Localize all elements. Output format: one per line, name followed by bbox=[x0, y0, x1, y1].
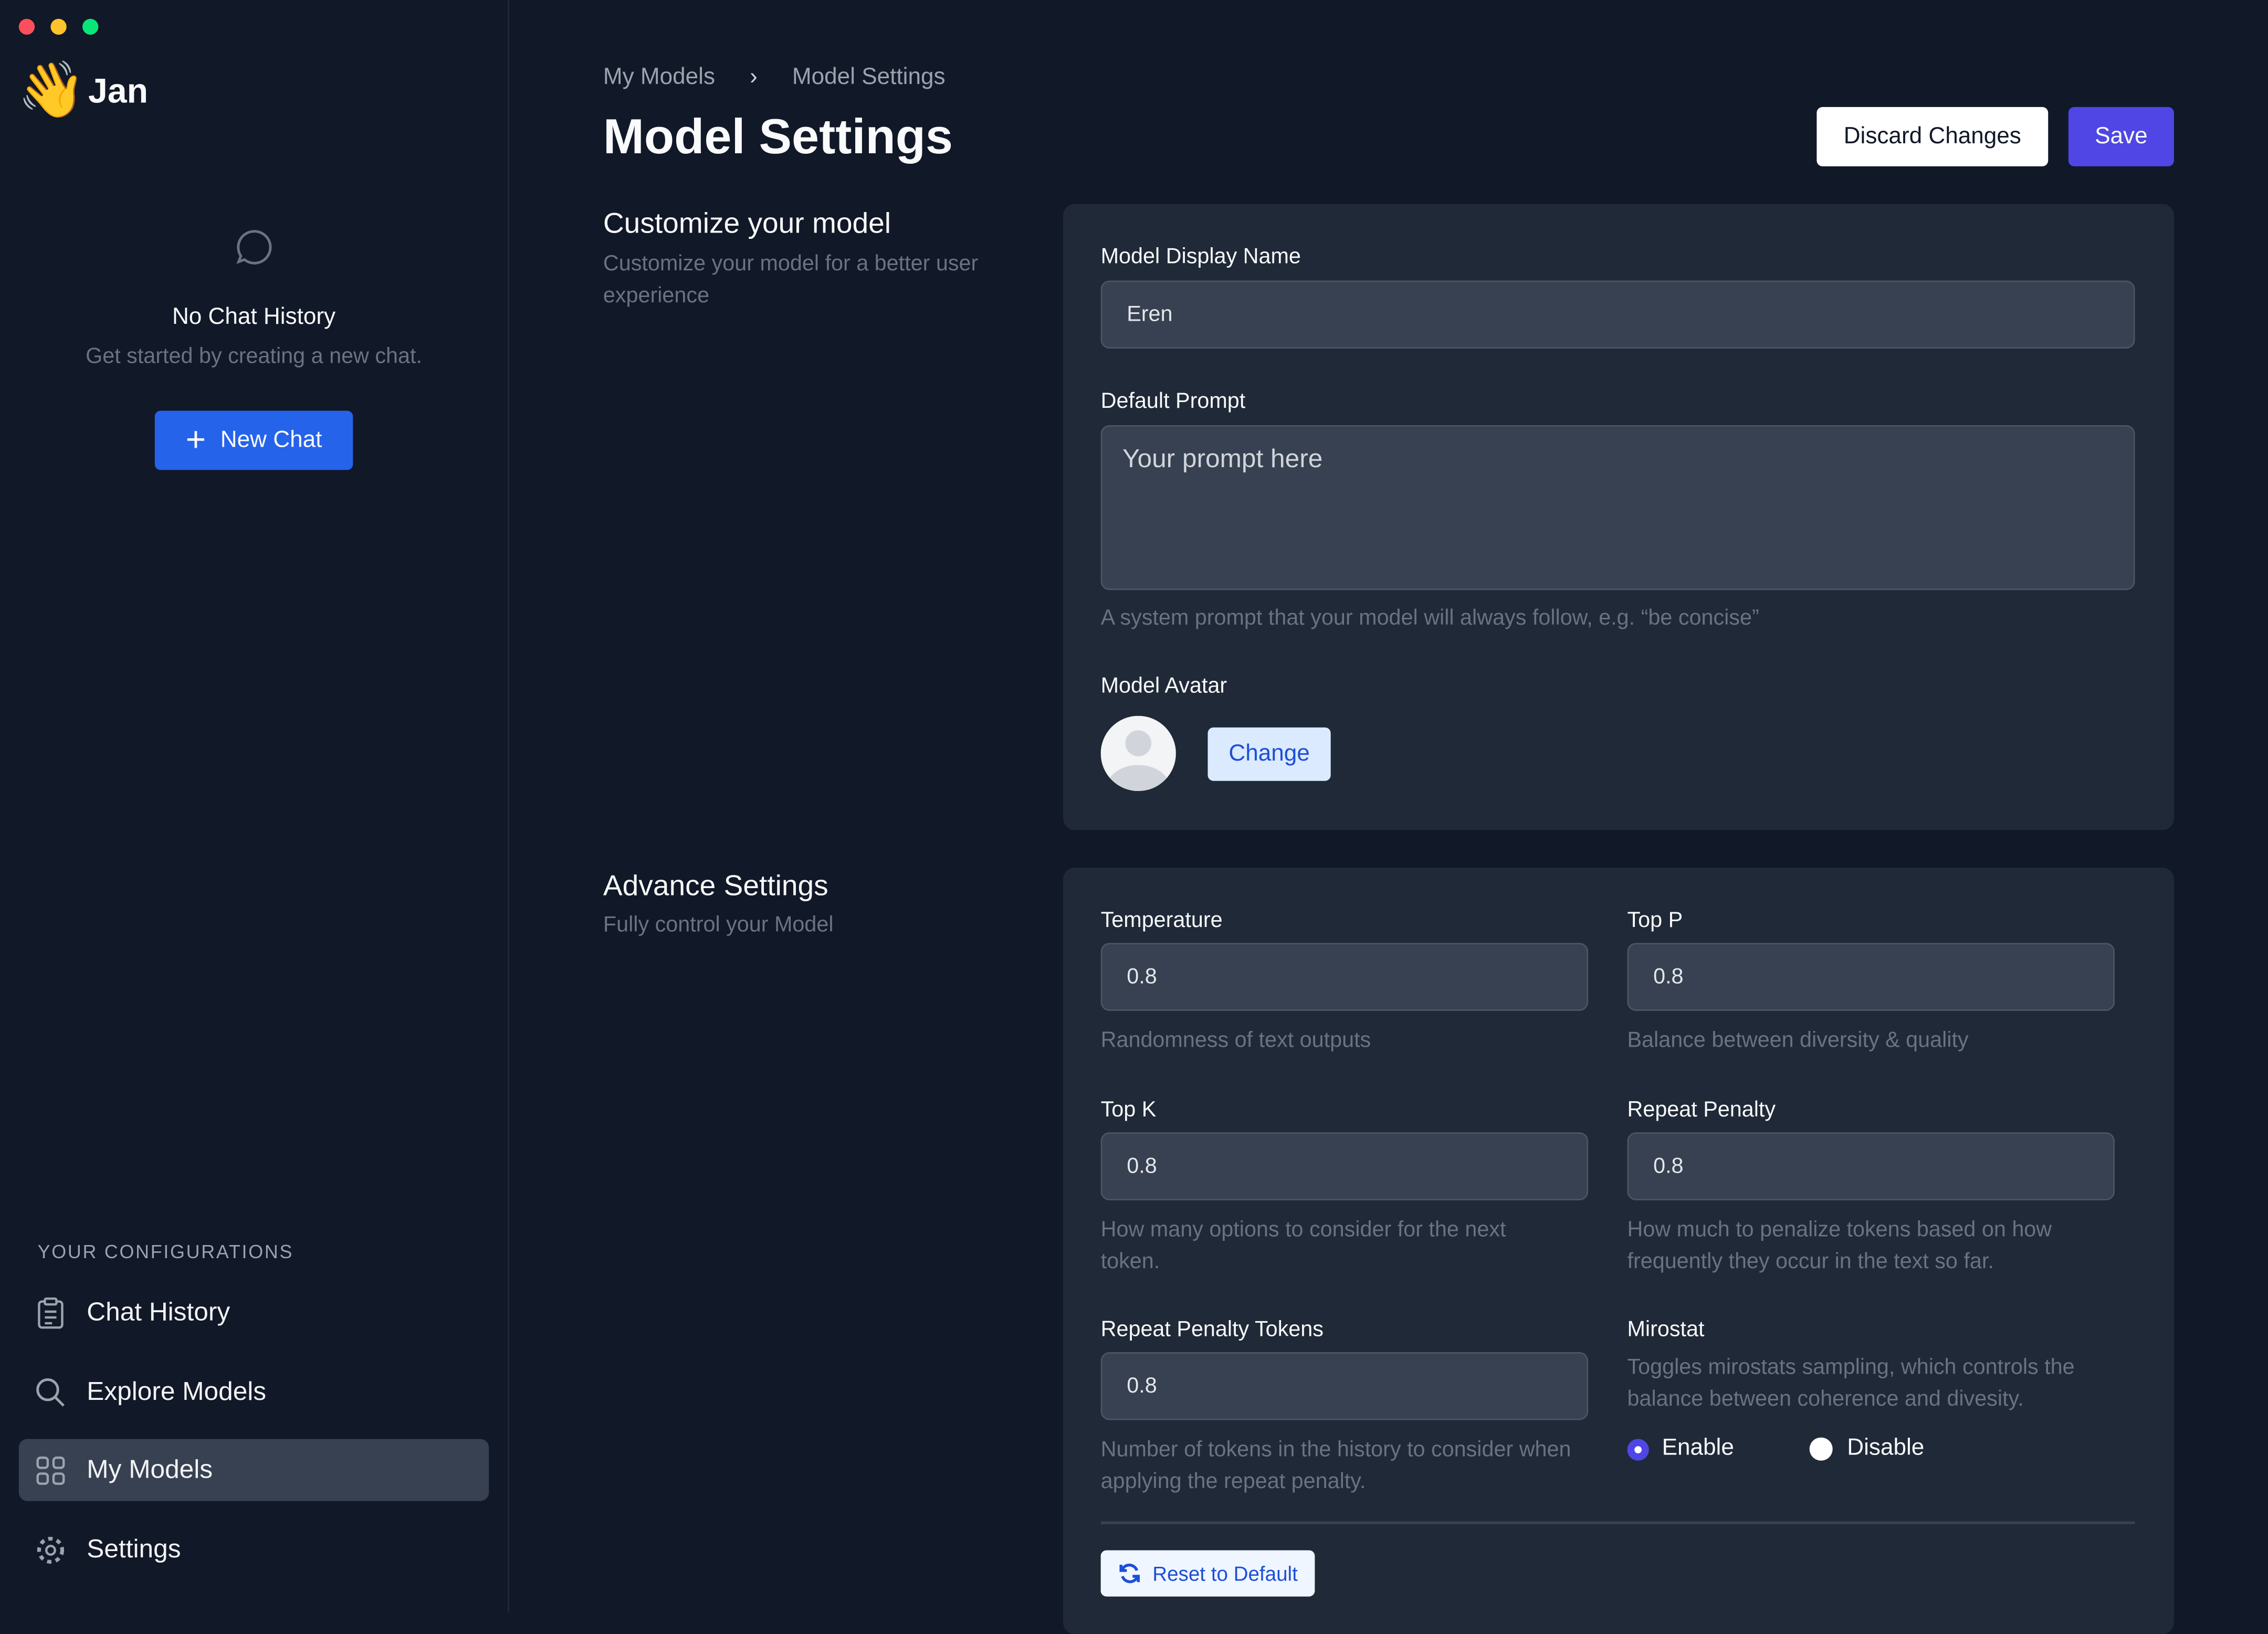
repeat-penalty-help: How much to penalize tokens based on how… bbox=[1627, 1217, 2052, 1274]
sidebar-item-explore-models[interactable]: Explore Models bbox=[19, 1361, 489, 1423]
repeat-penalty-tokens-input[interactable]: 0.8 bbox=[1100, 1352, 1589, 1420]
top-k-label: Top K bbox=[1100, 1098, 1157, 1122]
page-title: Model Settings bbox=[603, 110, 953, 165]
enable-label: Enable bbox=[1662, 1436, 1734, 1461]
top-p-input[interactable]: 0.8 bbox=[1627, 943, 2115, 1011]
app-name: Jan bbox=[88, 72, 149, 112]
close-window-button[interactable] bbox=[18, 18, 35, 35]
display-name-label: Model Display Name bbox=[1100, 244, 1301, 269]
mirostat-enable-radio[interactable]: Enable bbox=[1627, 1436, 1734, 1462]
grid-icon bbox=[36, 1456, 65, 1484]
sidebar: 👋 Jan No Chat History Get started by cre… bbox=[0, 0, 509, 1612]
default-prompt-textarea[interactable]: Your prompt here bbox=[1100, 425, 2135, 591]
plus-icon: + bbox=[185, 420, 206, 459]
change-avatar-button[interactable]: Change bbox=[1208, 727, 1331, 781]
mirostat-disable-radio[interactable]: Disable bbox=[1809, 1436, 1925, 1462]
sidebar-item-label: Settings bbox=[87, 1534, 181, 1564]
empty-subtitle: Get started by creating a new chat. bbox=[86, 344, 422, 369]
repeat-penalty-input[interactable]: 0.8 bbox=[1627, 1132, 2115, 1200]
breadcrumb: My Models › Model Settings bbox=[603, 65, 946, 91]
repeat-penalty-tokens-label: Repeat Penalty Tokens bbox=[1100, 1317, 1324, 1342]
radio-checked-icon bbox=[1627, 1438, 1649, 1460]
top-k-help: How many options to consider for the nex… bbox=[1100, 1217, 1506, 1274]
chevron-right-icon: › bbox=[750, 65, 758, 90]
avatar-label: Model Avatar bbox=[1100, 673, 1227, 699]
chat-bubble-icon bbox=[236, 230, 272, 265]
customize-subtitle: Customize your model for a better user e… bbox=[603, 251, 979, 308]
breadcrumb-my-models[interactable]: My Models bbox=[603, 65, 716, 90]
top-k-input[interactable]: 0.8 bbox=[1100, 1132, 1589, 1200]
sidebar-item-settings[interactable]: Settings bbox=[19, 1519, 489, 1580]
divider bbox=[1100, 1521, 2135, 1524]
maximize-window-button[interactable] bbox=[82, 18, 99, 35]
waving-hand-icon: 👋 bbox=[17, 60, 86, 122]
new-chat-button[interactable]: + New Chat bbox=[154, 410, 353, 470]
top-p-label: Top P bbox=[1627, 908, 1683, 933]
top-p-help: Balance between diversity & quality bbox=[1627, 1028, 1969, 1053]
reset-to-default-button[interactable]: Reset to Default bbox=[1100, 1550, 1315, 1597]
gear-icon bbox=[37, 1536, 65, 1563]
customize-card: Model Display Name Eren Default Prompt Y… bbox=[1063, 204, 2174, 830]
sidebar-item-label: Chat History bbox=[87, 1297, 230, 1326]
discard-changes-button[interactable]: Discard Changes bbox=[1816, 107, 2049, 166]
customize-title: Customize your model bbox=[603, 208, 891, 240]
minimize-window-button[interactable] bbox=[50, 18, 67, 35]
sidebar-item-my-models[interactable]: My Models bbox=[18, 1439, 489, 1501]
reset-label: Reset to Default bbox=[1152, 1562, 1298, 1585]
mirostat-help: Toggles mirostats sampling, which contro… bbox=[1627, 1355, 2075, 1411]
empty-title: No Chat History bbox=[172, 305, 336, 330]
sidebar-item-chat-history[interactable]: Chat History bbox=[19, 1281, 489, 1343]
advanced-title: Advance Settings bbox=[603, 870, 828, 903]
advanced-subtitle: Fully control your Model bbox=[603, 912, 834, 937]
temperature-label: Temperature bbox=[1100, 908, 1223, 933]
search-icon bbox=[36, 1377, 65, 1406]
repeat-penalty-tokens-help: Number of tokens in the history to consi… bbox=[1100, 1437, 1571, 1494]
mirostat-label: Mirostat bbox=[1627, 1317, 1705, 1342]
avatar-icon bbox=[1100, 715, 1176, 792]
new-chat-label: New Chat bbox=[220, 427, 322, 452]
clipboard-icon bbox=[38, 1296, 64, 1329]
repeat-penalty-label: Repeat Penalty bbox=[1627, 1098, 1776, 1122]
breadcrumb-model-settings: Model Settings bbox=[792, 65, 946, 90]
advanced-card: Temperature 0.8 Randomness of text outpu… bbox=[1063, 868, 2174, 1634]
section-label: YOUR CONFIGURATIONS bbox=[37, 1240, 294, 1263]
temperature-help: Randomness of text outputs bbox=[1100, 1028, 1371, 1053]
default-prompt-help: A system prompt that your model will alw… bbox=[1100, 606, 1759, 631]
sidebar-item-label: Explore Models bbox=[87, 1376, 267, 1406]
save-button[interactable]: Save bbox=[2068, 107, 2174, 166]
temperature-input[interactable]: 0.8 bbox=[1100, 943, 1589, 1011]
default-prompt-label: Default Prompt bbox=[1100, 389, 1246, 414]
sidebar-item-label: My Models bbox=[87, 1454, 213, 1484]
radio-unchecked-icon bbox=[1809, 1437, 1833, 1461]
refresh-icon bbox=[1119, 1563, 1140, 1584]
display-name-input[interactable]: Eren bbox=[1100, 280, 2135, 349]
disable-label: Disable bbox=[1847, 1436, 1925, 1461]
